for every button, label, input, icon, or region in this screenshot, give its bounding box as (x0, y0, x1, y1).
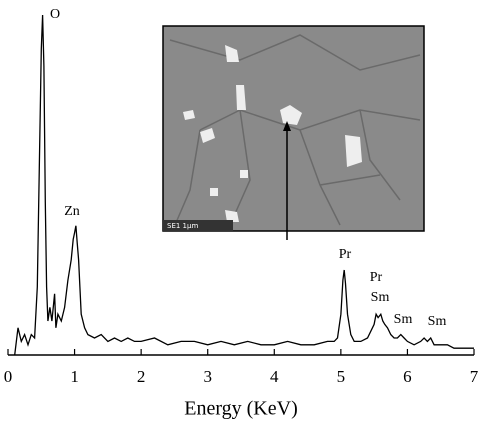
sem-inset: SE1 1μm (162, 25, 425, 240)
x-tick-label: 2 (137, 367, 146, 386)
peak-label: Pr (370, 270, 383, 285)
x-tick-label: 7 (470, 367, 479, 386)
peak-label: Sm (428, 314, 447, 329)
x-tick-label: 5 (337, 367, 346, 386)
spectrum-line (14, 14, 474, 356)
x-tick-label: 0 (4, 367, 13, 386)
inset-label: SE1 1μm (167, 222, 198, 230)
peak-label: Sm (394, 312, 413, 327)
peak-label: O (50, 7, 60, 22)
x-tick-label: 4 (270, 367, 279, 386)
x-tick-label: 3 (203, 367, 212, 386)
x-tick-label: 6 (403, 367, 412, 386)
peak-label: Sm (371, 290, 390, 305)
x-axis-title: Energy (KeV) (184, 398, 297, 420)
peak-label: Zn (64, 204, 80, 219)
arrow-head (283, 121, 291, 131)
x-tick-label: 1 (70, 367, 79, 386)
peak-label: Pr (339, 247, 352, 262)
